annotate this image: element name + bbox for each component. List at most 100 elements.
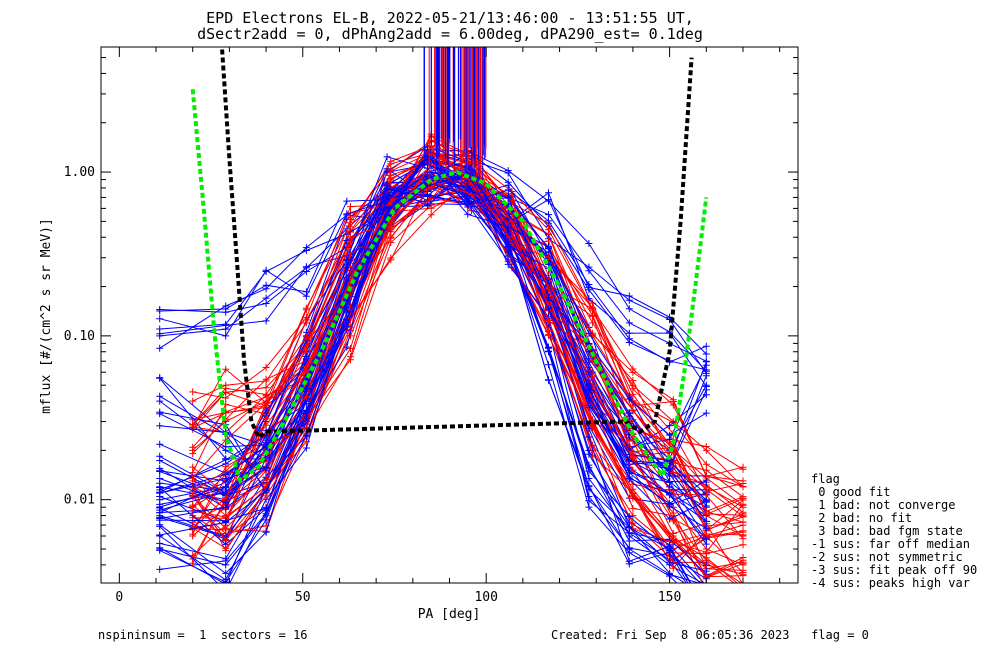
data-point-marker: [262, 528, 270, 536]
data-point-marker: [545, 189, 552, 197]
legend-item-6: -3 sus: fit peak off 90: [811, 563, 977, 577]
data-point-marker: [702, 386, 710, 394]
data-point-marker: [387, 219, 395, 227]
data-point-marker: [387, 176, 395, 184]
data-point-marker: [585, 382, 593, 390]
data-point-marker: [302, 316, 310, 324]
data-point-marker: [156, 344, 164, 352]
data-point-marker: [666, 465, 674, 473]
data-point-marker: [629, 407, 637, 415]
series-line: [159, 176, 707, 511]
data-point-marker: [302, 247, 310, 254]
data-point-marker: [669, 468, 677, 476]
series-line: [159, 193, 707, 494]
data-point-marker: [343, 316, 351, 324]
data-point-marker: [347, 233, 354, 241]
data-point-marker: [625, 513, 633, 520]
data-point-marker: [383, 153, 391, 161]
data-point-marker: [702, 460, 710, 468]
data-point-marker: [629, 390, 637, 398]
data-point-marker: [739, 541, 747, 549]
data-point-marker: [302, 268, 310, 275]
data-point-marker: [302, 431, 310, 439]
data-point-marker: [156, 464, 164, 472]
data-point-marker: [262, 406, 270, 414]
legend-item-4: -1 sus: far off median: [811, 537, 970, 551]
legend-item-7: -4 sus: peaks high var: [811, 576, 970, 590]
x-tick-label: 0: [115, 590, 123, 605]
x-tick-label: 150: [658, 590, 681, 605]
data-point-marker: [703, 586, 710, 593]
data-point-marker: [739, 501, 747, 509]
data-point-marker: [424, 153, 431, 160]
data-point-marker: [629, 504, 637, 512]
data-point-marker: [504, 238, 512, 246]
data-point-marker: [739, 463, 747, 471]
series-line: [159, 167, 707, 387]
data-point-marker: [504, 248, 512, 256]
data-point-marker: [666, 545, 674, 553]
data-point-marker: [702, 342, 710, 350]
data-point-marker: [702, 358, 710, 366]
data-point-marker: [189, 559, 197, 567]
data-point-marker: [702, 554, 710, 562]
data-point-marker: [262, 439, 270, 447]
legend: flag 0 good fit 1 bad: not converge 2 ba…: [811, 472, 977, 590]
data-point-marker: [545, 316, 552, 324]
data-point-marker: [343, 343, 351, 351]
legend-item-3: 3 bad: bad fgm state: [811, 524, 963, 538]
data-point-marker: [585, 503, 593, 511]
data-point-marker: [585, 485, 593, 493]
data-point-marker: [702, 497, 710, 505]
data-point-marker: [739, 518, 747, 526]
data-point-marker: [508, 218, 516, 226]
data-point-marker: [739, 572, 747, 580]
data-point-marker: [545, 344, 552, 352]
data-point-marker: [669, 564, 677, 572]
data-point-marker: [629, 455, 637, 463]
legend-item-0: 0 good fit: [811, 485, 890, 499]
data-point-marker: [545, 226, 552, 234]
data-point-marker: [585, 263, 593, 271]
series-line: [159, 187, 701, 583]
data-point-marker: [156, 452, 164, 460]
data-point-marker: [585, 240, 593, 247]
data-point-marker: [504, 260, 512, 268]
data-point-marker: [585, 397, 593, 405]
data-point-marker: [189, 388, 197, 396]
data-point-marker: [625, 319, 633, 327]
data-point-marker: [302, 393, 310, 401]
legend-item-5: -2 sus: not symmetric: [811, 550, 963, 564]
data-point-marker: [666, 502, 674, 510]
data-point-marker: [589, 307, 597, 315]
data-point-marker: [464, 198, 472, 206]
fit-curve-green: [190, 89, 709, 485]
data-point-marker: [387, 254, 395, 262]
data-point-marker: [545, 361, 552, 369]
data-point-marker: [302, 353, 310, 360]
series-line: [159, 165, 707, 520]
data-point-marker: [262, 487, 270, 494]
data-point-marker: [625, 296, 633, 304]
data-point-marker: [387, 234, 395, 242]
data-point-marker: [262, 266, 270, 274]
data-point-marker: [739, 477, 747, 485]
data-point-marker: [666, 422, 674, 430]
fit-layer: [190, 49, 709, 485]
y-tick-label: 0.01: [64, 493, 95, 508]
data-point-marker: [625, 395, 633, 403]
data-point-marker: [545, 211, 552, 219]
data-point-marker: [222, 456, 230, 464]
y-tick-label: 1.00: [64, 165, 95, 180]
data-point-marker: [156, 546, 164, 554]
data-point-marker: [262, 475, 270, 483]
x-tick-label: 50: [295, 590, 311, 605]
data-point-marker: [625, 409, 633, 417]
data-point-marker: [702, 517, 710, 525]
data-point-marker: [222, 305, 230, 313]
data-point-marker: [669, 509, 677, 517]
data-point-marker: [629, 448, 637, 456]
data-point-marker: [545, 253, 552, 261]
data-point-marker: [262, 281, 270, 289]
data-point-marker: [545, 305, 552, 313]
